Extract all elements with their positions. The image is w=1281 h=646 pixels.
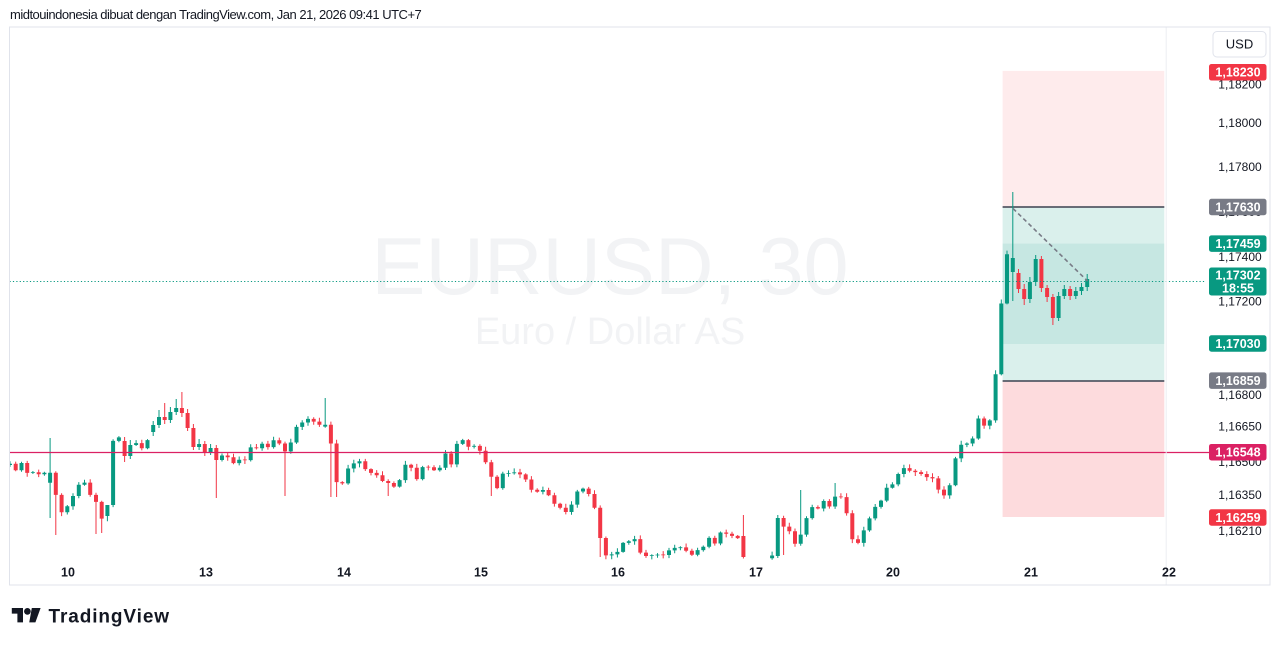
svg-text:17: 17 [749, 566, 763, 580]
svg-text:1,17800: 1,17800 [1218, 160, 1262, 174]
svg-text:1,16259: 1,16259 [1215, 511, 1260, 525]
svg-text:1,16800: 1,16800 [1218, 388, 1262, 402]
svg-text:1,16350: 1,16350 [1218, 488, 1262, 502]
svg-text:22: 22 [1162, 566, 1176, 580]
svg-text:14: 14 [337, 566, 351, 580]
svg-text:10: 10 [61, 566, 75, 580]
svg-text:USD: USD [1226, 37, 1253, 52]
svg-text:Euro / Dollar AS: Euro / Dollar AS [475, 311, 745, 353]
svg-text:16: 16 [611, 566, 625, 580]
svg-text:1,16650: 1,16650 [1218, 419, 1262, 433]
svg-text:EURUSD, 30: EURUSD, 30 [371, 222, 848, 312]
svg-text:1,17400: 1,17400 [1218, 250, 1262, 264]
svg-text:20: 20 [886, 566, 900, 580]
svg-text:1,18200: 1,18200 [1218, 77, 1262, 91]
svg-text:midtouindonesia dibuat dengan: midtouindonesia dibuat dengan TradingVie… [10, 7, 422, 22]
svg-text:1,17302: 1,17302 [1215, 269, 1260, 283]
svg-text:21: 21 [1024, 566, 1038, 580]
svg-text:18:55: 18:55 [1222, 282, 1254, 296]
svg-text:TradingView: TradingView [49, 607, 170, 628]
svg-text:1,16859: 1,16859 [1215, 374, 1260, 388]
svg-text:1,17200: 1,17200 [1218, 294, 1262, 308]
svg-text:1,18000: 1,18000 [1218, 116, 1262, 130]
svg-text:1,16548: 1,16548 [1215, 446, 1260, 460]
svg-text:1,16210: 1,16210 [1218, 524, 1262, 538]
svg-text:15: 15 [474, 566, 488, 580]
svg-text:1,17459: 1,17459 [1215, 237, 1260, 251]
svg-text:13: 13 [199, 566, 213, 580]
svg-text:1,18230: 1,18230 [1215, 66, 1260, 80]
svg-text:1,17030: 1,17030 [1215, 337, 1260, 351]
svg-text:1,17630: 1,17630 [1215, 200, 1260, 214]
